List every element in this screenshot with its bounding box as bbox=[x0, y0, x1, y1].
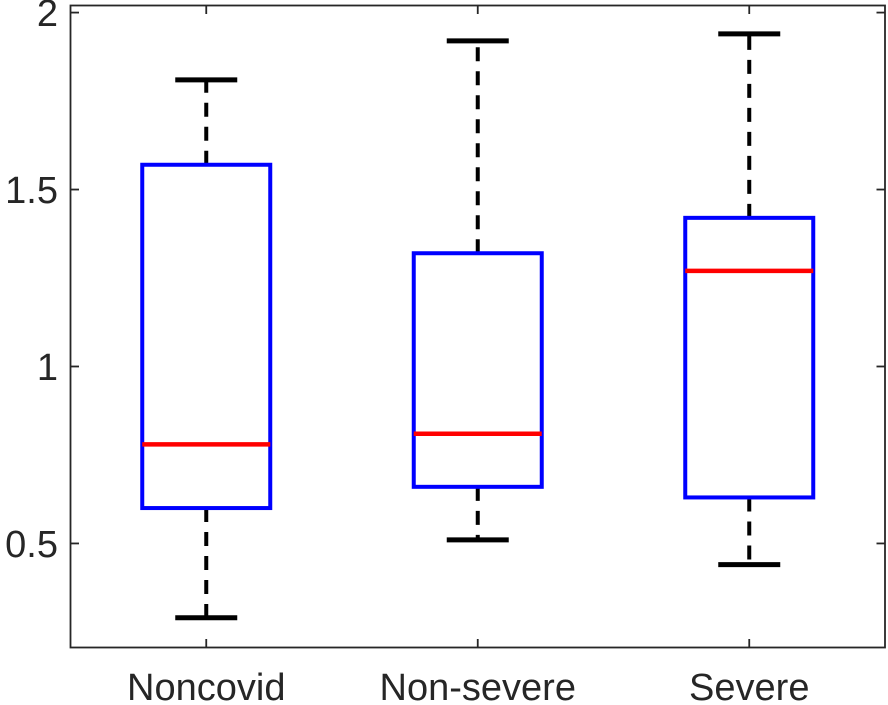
x-category-label: Severe bbox=[689, 667, 809, 705]
iqr-box bbox=[683, 215, 816, 500]
y-tick-label: 1.5 bbox=[5, 170, 58, 212]
iqr-box bbox=[411, 251, 544, 489]
y-tick-label: 1 bbox=[37, 347, 58, 389]
y-tick-label: 2 bbox=[37, 0, 58, 35]
y-tick-label: 0.5 bbox=[5, 524, 58, 566]
x-category-label: Noncovid bbox=[127, 667, 285, 705]
x-category-label: Non-severe bbox=[380, 667, 576, 705]
iqr-box bbox=[140, 162, 273, 511]
